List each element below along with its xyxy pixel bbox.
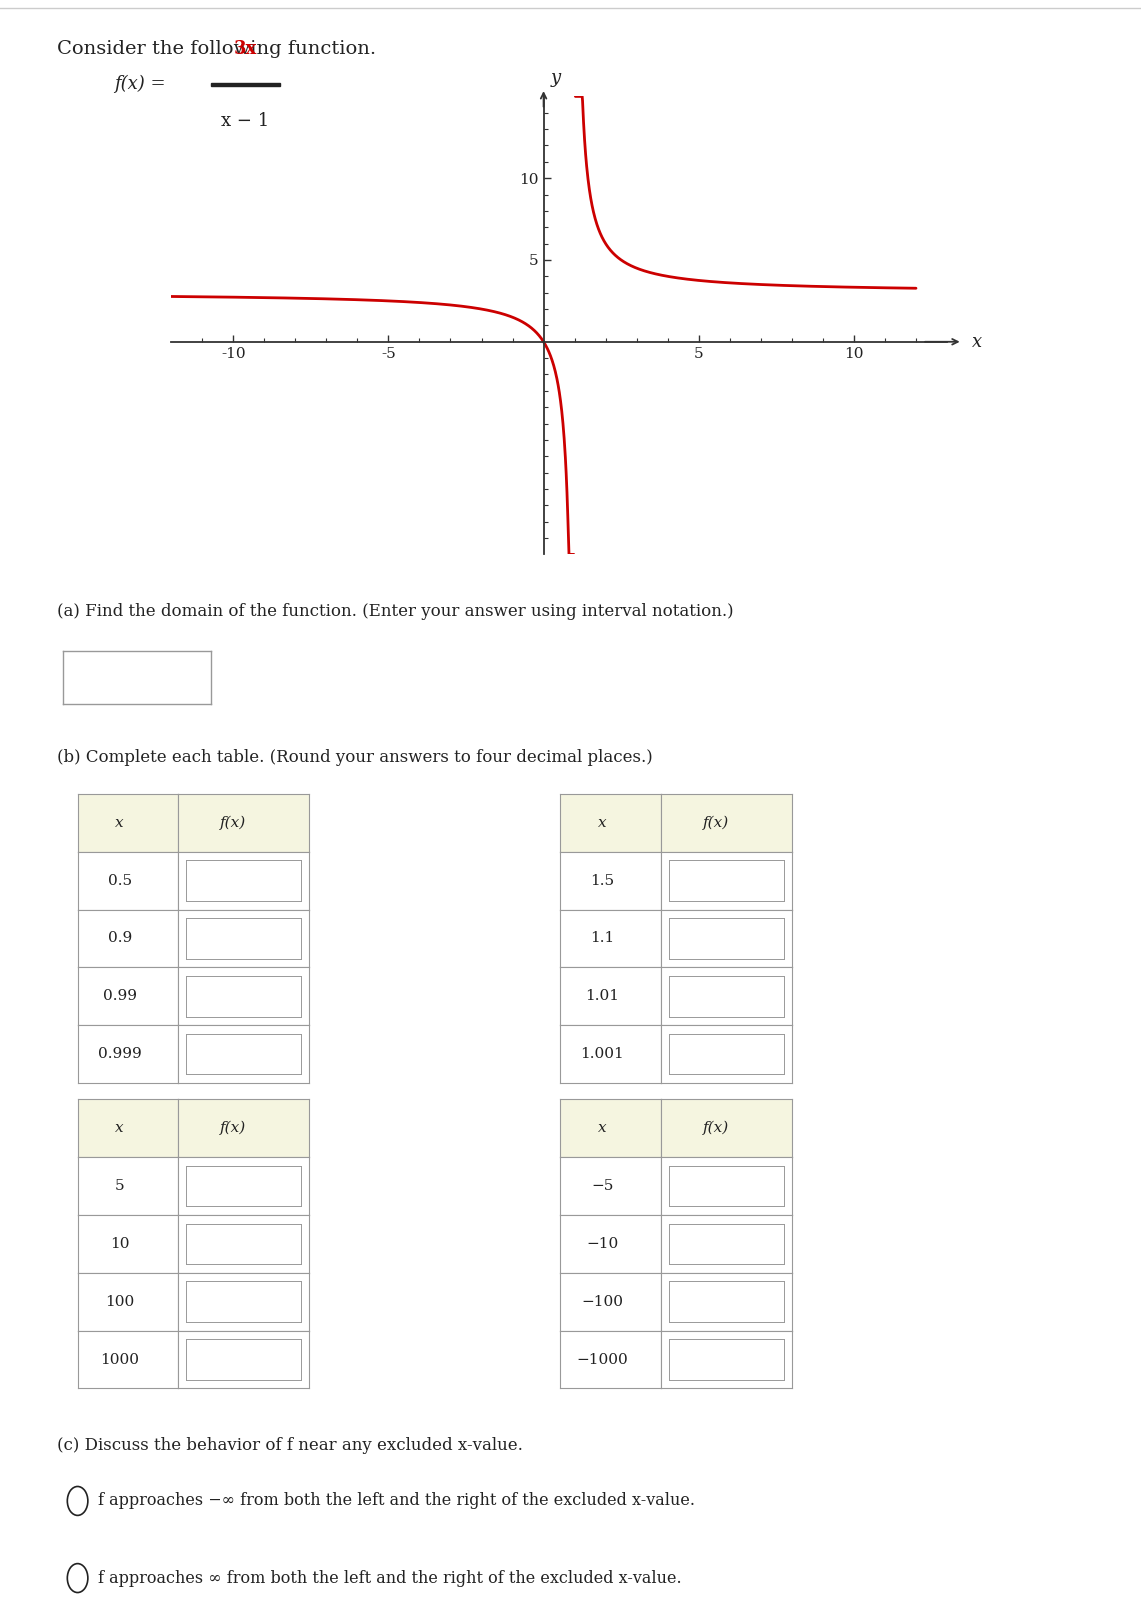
Text: Consider the following function.: Consider the following function. bbox=[57, 40, 377, 58]
Text: 0.99: 0.99 bbox=[103, 990, 137, 1003]
Text: 10: 10 bbox=[110, 1237, 130, 1250]
Text: x: x bbox=[598, 1122, 607, 1135]
Text: x: x bbox=[598, 816, 607, 829]
Text: x: x bbox=[115, 1122, 124, 1135]
Text: −10: −10 bbox=[586, 1237, 618, 1250]
Text: x − 1: x − 1 bbox=[221, 112, 269, 130]
Text: 1.001: 1.001 bbox=[581, 1048, 624, 1061]
Text: y: y bbox=[551, 69, 561, 87]
Text: 1.01: 1.01 bbox=[585, 990, 620, 1003]
Text: 1.5: 1.5 bbox=[590, 874, 615, 887]
Text: f(x): f(x) bbox=[703, 816, 729, 829]
Text: (c) Discuss the behavior of f near any excluded x-value.: (c) Discuss the behavior of f near any e… bbox=[57, 1437, 523, 1454]
Text: 0.9: 0.9 bbox=[107, 932, 132, 945]
Text: x: x bbox=[115, 816, 124, 829]
Text: (a) Find the domain of the function. (Enter your answer using interval notation.: (a) Find the domain of the function. (En… bbox=[57, 603, 734, 620]
Text: f(x) =: f(x) = bbox=[114, 74, 165, 93]
Text: 0.999: 0.999 bbox=[98, 1048, 141, 1061]
Text: 3x: 3x bbox=[234, 40, 257, 58]
Text: −5: −5 bbox=[591, 1180, 614, 1192]
Text: 1.1: 1.1 bbox=[590, 932, 615, 945]
Text: −1000: −1000 bbox=[576, 1353, 629, 1366]
Text: 100: 100 bbox=[105, 1295, 135, 1308]
Text: 1000: 1000 bbox=[100, 1353, 139, 1366]
Text: f(x): f(x) bbox=[220, 816, 246, 829]
Text: −100: −100 bbox=[582, 1295, 623, 1308]
Text: (b) Complete each table. (Round your answers to four decimal places.): (b) Complete each table. (Round your ans… bbox=[57, 749, 653, 767]
Text: f(x): f(x) bbox=[220, 1122, 246, 1135]
Text: 0.5: 0.5 bbox=[107, 874, 132, 887]
Text: 5: 5 bbox=[115, 1180, 124, 1192]
Text: f approaches −∞ from both the left and the right of the excluded x-value.: f approaches −∞ from both the left and t… bbox=[98, 1493, 695, 1509]
Text: f(x): f(x) bbox=[703, 1122, 729, 1135]
Text: f approaches ∞ from both the left and the right of the excluded x-value.: f approaches ∞ from both the left and th… bbox=[98, 1570, 682, 1586]
Text: x: x bbox=[972, 333, 982, 350]
